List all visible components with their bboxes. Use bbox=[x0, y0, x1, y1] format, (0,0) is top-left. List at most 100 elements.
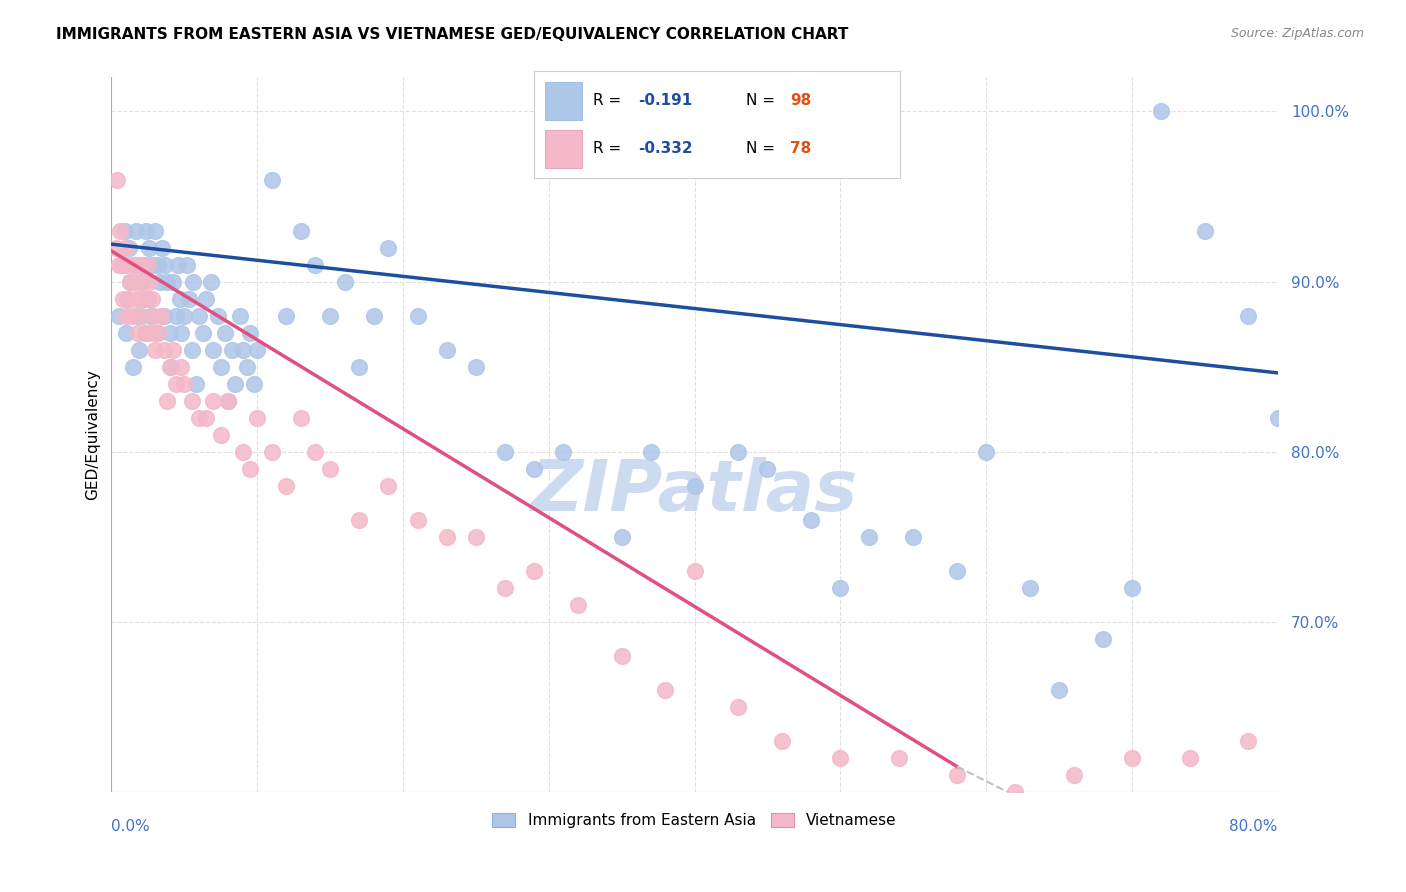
Point bbox=[124, 275, 146, 289]
Point bbox=[115, 326, 138, 340]
Point bbox=[115, 309, 138, 323]
Point bbox=[1237, 309, 1260, 323]
Point bbox=[187, 410, 209, 425]
Point bbox=[1194, 223, 1216, 237]
Point bbox=[165, 309, 187, 323]
Point bbox=[120, 275, 142, 289]
Point bbox=[214, 326, 236, 340]
Point bbox=[162, 275, 184, 289]
Point bbox=[377, 479, 399, 493]
Point bbox=[124, 258, 146, 272]
Point bbox=[221, 343, 243, 357]
Point bbox=[159, 326, 181, 340]
Point bbox=[232, 444, 254, 458]
Point bbox=[1295, 444, 1317, 458]
Point bbox=[319, 461, 342, 475]
Point bbox=[304, 444, 326, 458]
Point bbox=[406, 513, 429, 527]
Point bbox=[165, 376, 187, 391]
Point bbox=[640, 444, 662, 458]
Text: Source: ZipAtlas.com: Source: ZipAtlas.com bbox=[1230, 27, 1364, 40]
Point bbox=[333, 275, 356, 289]
Text: N =: N = bbox=[747, 94, 780, 108]
Point bbox=[436, 343, 458, 357]
Point bbox=[114, 241, 136, 255]
Point bbox=[1091, 632, 1114, 646]
Point bbox=[224, 376, 246, 391]
Point bbox=[246, 410, 269, 425]
Point bbox=[319, 309, 342, 323]
Point bbox=[683, 564, 706, 578]
Point bbox=[830, 751, 852, 765]
Point bbox=[494, 444, 516, 458]
Point bbox=[117, 258, 139, 272]
Point bbox=[132, 275, 155, 289]
Point bbox=[145, 326, 167, 340]
Bar bbox=[546, 130, 582, 168]
Point bbox=[173, 376, 195, 391]
Point bbox=[1047, 682, 1070, 697]
Text: N =: N = bbox=[747, 142, 780, 156]
Point bbox=[138, 275, 160, 289]
Point bbox=[162, 343, 184, 357]
Point bbox=[167, 258, 190, 272]
Point bbox=[770, 734, 793, 748]
Text: R =: R = bbox=[593, 142, 626, 156]
Point bbox=[1178, 751, 1201, 765]
Point bbox=[1018, 581, 1040, 595]
Point bbox=[363, 309, 385, 323]
Point bbox=[260, 172, 283, 186]
Point bbox=[1063, 768, 1085, 782]
Point bbox=[246, 343, 269, 357]
Point bbox=[347, 359, 370, 374]
Point bbox=[141, 292, 163, 306]
Point bbox=[160, 359, 183, 374]
Point bbox=[112, 258, 135, 272]
Text: -0.191: -0.191 bbox=[638, 94, 693, 108]
Point bbox=[1121, 751, 1143, 765]
Y-axis label: GED/Equivalency: GED/Equivalency bbox=[86, 369, 100, 500]
Point bbox=[464, 359, 486, 374]
Point bbox=[347, 513, 370, 527]
Point bbox=[654, 682, 676, 697]
Point bbox=[523, 564, 546, 578]
Point bbox=[104, 241, 127, 255]
Point bbox=[153, 343, 176, 357]
Point bbox=[169, 292, 191, 306]
Point bbox=[128, 258, 150, 272]
Point bbox=[567, 598, 589, 612]
Point bbox=[125, 223, 148, 237]
Point bbox=[107, 309, 129, 323]
Point bbox=[135, 223, 157, 237]
Point bbox=[112, 292, 135, 306]
Point bbox=[239, 326, 262, 340]
Point bbox=[901, 530, 924, 544]
Point bbox=[800, 513, 823, 527]
Point bbox=[858, 530, 880, 544]
Point bbox=[1295, 717, 1317, 731]
Point bbox=[156, 275, 179, 289]
Point bbox=[173, 309, 195, 323]
Point bbox=[494, 581, 516, 595]
Legend: Immigrants from Eastern Asia, Vietnamese: Immigrants from Eastern Asia, Vietnamese bbox=[486, 807, 903, 834]
Point bbox=[195, 292, 218, 306]
Point bbox=[180, 393, 202, 408]
Point bbox=[523, 461, 546, 475]
Point bbox=[141, 258, 163, 272]
Point bbox=[1384, 343, 1406, 357]
Text: -0.332: -0.332 bbox=[638, 142, 693, 156]
Point bbox=[135, 326, 157, 340]
Text: 0.0%: 0.0% bbox=[111, 819, 150, 834]
Point bbox=[129, 292, 152, 306]
Point bbox=[170, 326, 193, 340]
Point bbox=[138, 241, 160, 255]
Point bbox=[553, 444, 575, 458]
Point bbox=[118, 241, 141, 255]
Text: 80.0%: 80.0% bbox=[1229, 819, 1278, 834]
Bar bbox=[546, 82, 582, 120]
Point bbox=[131, 309, 153, 323]
Point bbox=[200, 275, 222, 289]
Text: 98: 98 bbox=[790, 94, 811, 108]
Point bbox=[756, 461, 779, 475]
Point bbox=[1237, 734, 1260, 748]
